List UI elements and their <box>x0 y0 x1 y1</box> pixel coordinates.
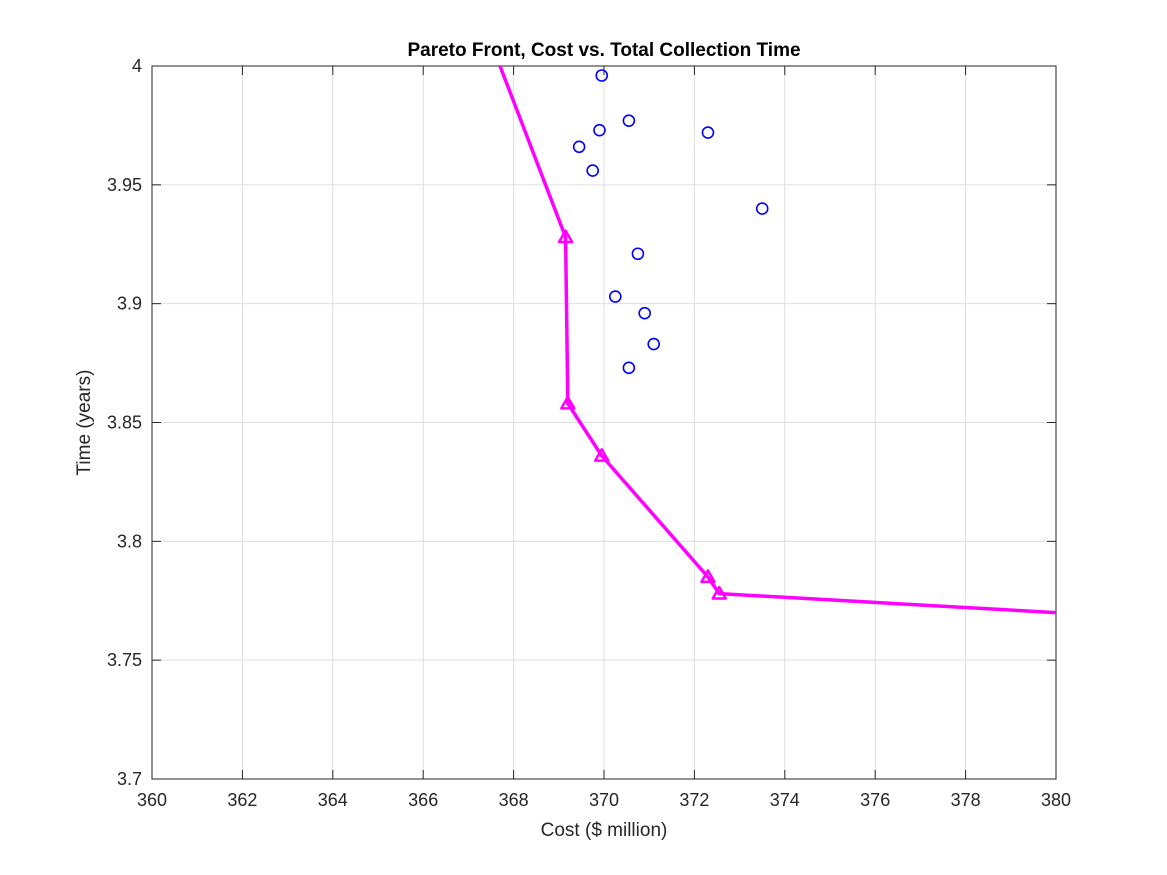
plot-series <box>498 66 1056 615</box>
x-tick-label: 366 <box>408 790 438 810</box>
grid-lines <box>152 66 1056 779</box>
pareto-point-marker <box>711 585 728 600</box>
y-tick-label: 3.9 <box>117 294 142 314</box>
pareto-point-marker <box>557 229 574 244</box>
dominated-point-marker <box>755 202 769 215</box>
x-tick-label: 364 <box>318 790 348 810</box>
dominated-point-marker <box>622 114 636 127</box>
dominated-solutions-series <box>572 69 769 375</box>
y-tick-label: 3.8 <box>117 531 142 551</box>
x-tick-label: 378 <box>951 790 981 810</box>
y-tick-label: 3.95 <box>107 175 142 195</box>
x-tick-label: 374 <box>770 790 800 810</box>
y-tick-label: 3.75 <box>107 650 142 670</box>
pareto-point-marker <box>593 448 610 462</box>
x-tick-label: 380 <box>1041 790 1071 810</box>
dominated-point-marker <box>638 306 651 320</box>
x-tick-label: 376 <box>860 790 890 810</box>
y-tick-label: 3.7 <box>117 769 142 789</box>
pareto-point-marker <box>560 395 576 410</box>
pareto-front-series <box>498 66 1056 615</box>
x-tick-label: 370 <box>589 790 619 810</box>
dominated-point-marker <box>595 69 609 82</box>
dominated-point-marker <box>572 140 586 154</box>
y-axis-label: Time (years) <box>74 370 95 476</box>
pareto-point-marker <box>700 569 716 584</box>
dominated-point-marker <box>593 123 606 137</box>
pareto-front-line <box>498 66 1056 615</box>
chart-title: Pareto Front, Cost vs. Total Collection … <box>407 40 800 61</box>
x-tick-label: 368 <box>499 790 529 810</box>
dominated-point-marker <box>622 361 636 375</box>
x-tick-label: 362 <box>227 790 257 810</box>
dominated-point-marker <box>586 164 600 177</box>
dominated-point-marker <box>608 290 622 303</box>
x-axis-label: Cost ($ million) <box>541 820 668 841</box>
x-tick-label: 360 <box>137 790 167 810</box>
y-tick-label: 3.85 <box>107 413 142 433</box>
y-tick-label: 4 <box>132 56 142 76</box>
x-tick-label: 372 <box>679 790 709 810</box>
dominated-point-marker <box>647 337 661 351</box>
dominated-point-marker <box>631 247 645 261</box>
dominated-point-marker <box>701 126 715 139</box>
axis-ticks: 360 362 364 366 368 370 372 374 376 378 380 3.7 3.75… <box>107 56 1071 810</box>
